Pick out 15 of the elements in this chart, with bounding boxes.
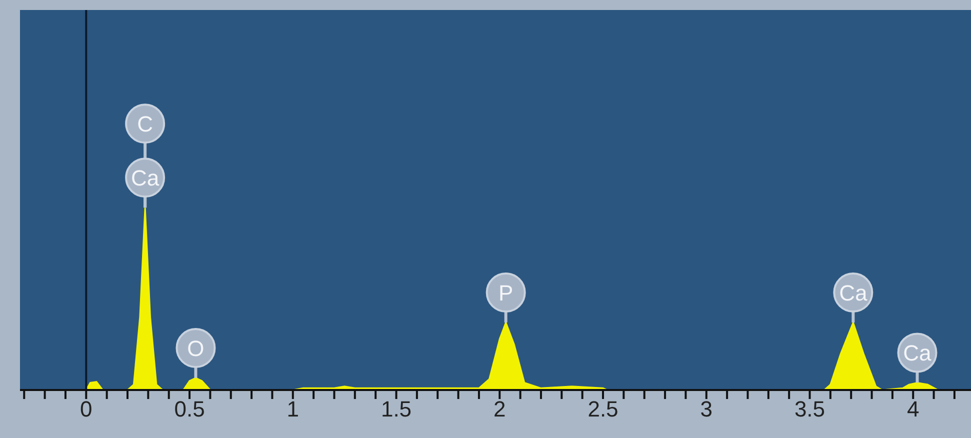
annotation: O: [187, 336, 204, 361]
x-tick-label: 2.5: [588, 396, 618, 422]
annotation: P: [498, 280, 514, 306]
annotation: Ca: [839, 280, 868, 306]
x-tick-label: 0: [80, 396, 92, 422]
x-tick-label: 1: [286, 396, 300, 422]
annotation: Ca: [903, 340, 932, 366]
x-tick-label: 0.5: [174, 396, 205, 422]
x-tick-label: 2: [494, 396, 506, 422]
annotation: C: [137, 112, 154, 137]
x-tick-label: 3: [700, 396, 712, 422]
x-tick-label: 4: [906, 396, 920, 422]
x-tick-label: 3.5: [794, 396, 826, 422]
annotation: Ca: [131, 166, 160, 191]
x-tick-label: 1.5: [380, 396, 412, 422]
